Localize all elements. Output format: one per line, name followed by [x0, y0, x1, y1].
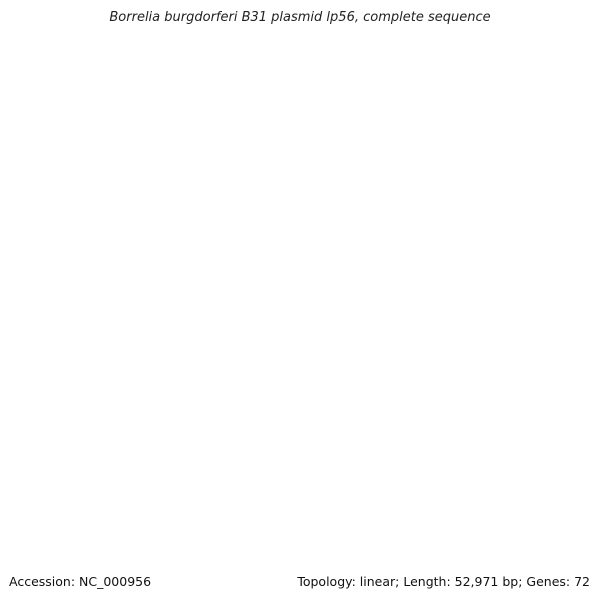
map-title: Borrelia burgdorferi B31 plasmid lp56, c… [109, 10, 491, 25]
sequence-summary: Topology: linear; Length: 52,971 bp; Gen… [297, 574, 590, 589]
accession-text: Accession: NC_000956 [9, 574, 152, 589]
